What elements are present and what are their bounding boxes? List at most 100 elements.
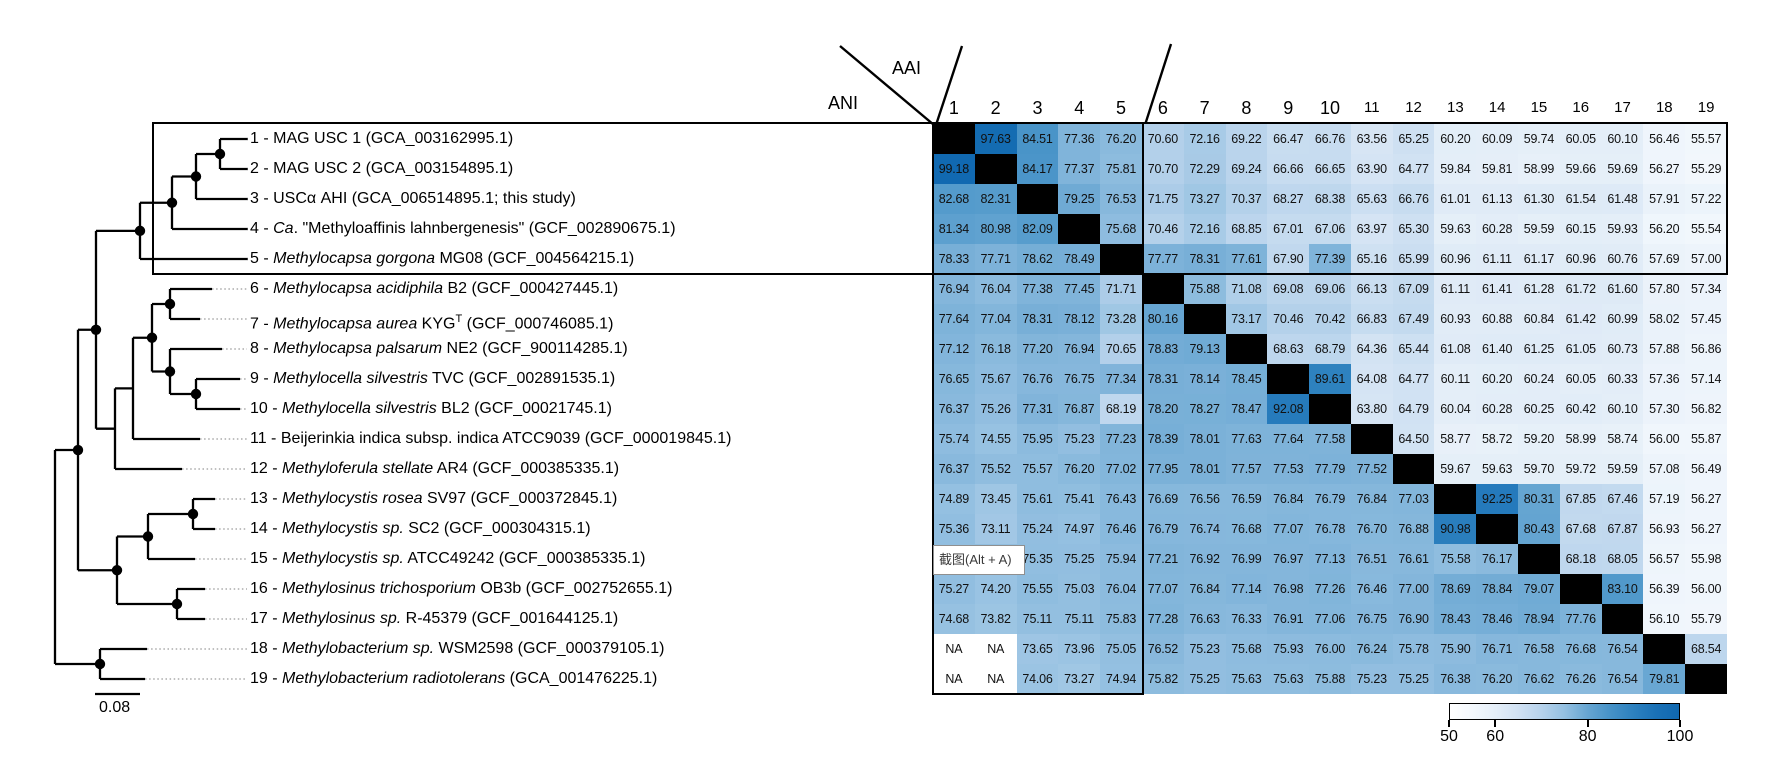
- matrix-cell: 66.13: [1350, 274, 1393, 304]
- matrix-cell: 77.00: [1392, 574, 1435, 604]
- matrix-cell: 66.66: [1267, 154, 1310, 184]
- colorbar-tick-label: 80: [1578, 728, 1597, 745]
- matrix-cell: 59.59: [1601, 454, 1644, 484]
- matrix-cell: 75.93: [1267, 634, 1310, 664]
- matrix-cell: 70.46: [1141, 214, 1184, 244]
- matrix-cell: 92.08: [1267, 394, 1310, 424]
- matrix-cell: 68.85: [1225, 214, 1268, 244]
- matrix-cell: 59.70: [1518, 454, 1560, 484]
- matrix-cell: 56.49: [1685, 454, 1727, 484]
- matrix-cell: 77.95: [1141, 454, 1184, 484]
- column-header-19: 19: [1697, 99, 1715, 116]
- matrix-cell: 61.30: [1518, 184, 1560, 214]
- matrix-cell: 66.47: [1267, 124, 1310, 154]
- matrix-cell: 60.28: [1476, 214, 1519, 244]
- tree-node-dot: [146, 332, 158, 343]
- matrix-cell: 75.57: [1016, 454, 1059, 484]
- matrix-cell: 77.53: [1267, 454, 1310, 484]
- matrix-cell: 76.58: [1518, 634, 1560, 664]
- matrix-cell: 57.36: [1643, 364, 1686, 394]
- matrix-cell: 76.69: [1141, 484, 1184, 514]
- matrix-cell: 77.77: [1141, 244, 1184, 274]
- matrix-cell: 55.54: [1685, 214, 1727, 244]
- matrix-cell: 76.17: [1476, 544, 1519, 574]
- matrix-cell: 79.81: [1643, 664, 1686, 694]
- matrix-cell: 75.03: [1058, 574, 1101, 604]
- matrix-cell: 78.49: [1058, 244, 1101, 274]
- matrix-diagonal-cell: [1559, 574, 1602, 604]
- column-header-16: 16: [1572, 99, 1590, 116]
- column-header-2: 2: [990, 98, 1001, 118]
- matrix-cell: 64.36: [1350, 334, 1393, 364]
- matrix-cell: 59.69: [1601, 154, 1644, 184]
- matrix-cell: 72.16: [1183, 214, 1226, 244]
- tree-node-dot: [90, 324, 102, 335]
- taxon-label-1: 1 - MAG USC 1 (GCA_003162995.1): [250, 130, 514, 147]
- matrix-cell: 77.45: [1058, 274, 1101, 304]
- matrix-cell: 59.63: [1476, 454, 1519, 484]
- matrix-cell: 74.89: [933, 484, 975, 514]
- matrix-cell: 76.76: [1016, 364, 1059, 394]
- matrix-cell: 59.67: [1434, 454, 1477, 484]
- matrix-cell: NA: [974, 634, 1017, 664]
- matrix-cell: 73.11: [974, 514, 1017, 544]
- matrix-cell: 69.08: [1267, 274, 1310, 304]
- matrix-cell: 80.31: [1518, 484, 1560, 514]
- matrix-cell: 61.72: [1559, 274, 1602, 304]
- tree-node-dot: [142, 531, 154, 542]
- column-header-1: 1: [948, 98, 959, 118]
- taxon-label-17: 17 - Methylosinus sp. R-45379 (GCF_00164…: [250, 610, 619, 627]
- matrix-diagonal-cell: [1183, 304, 1226, 334]
- matrix-cell: 57.88: [1643, 334, 1686, 364]
- matrix-cell: 80.43: [1518, 514, 1560, 544]
- colorbar-tick-label: 50: [1440, 728, 1458, 745]
- matrix-cell: 61.11: [1434, 274, 1477, 304]
- matrix-cell: 61.08: [1434, 334, 1477, 364]
- matrix-cell: 60.20: [1476, 364, 1519, 394]
- matrix-cell: 76.53: [1100, 184, 1142, 214]
- matrix-cell: 56.10: [1643, 604, 1686, 634]
- matrix-diagonal-cell: [1518, 544, 1560, 574]
- matrix-cell: 76.84: [1183, 574, 1226, 604]
- matrix-cell: 77.28: [1141, 604, 1184, 634]
- matrix-cell: 76.79: [1141, 514, 1184, 544]
- matrix-cell: 77.13: [1309, 544, 1351, 574]
- column-header-14: 14: [1488, 99, 1506, 116]
- matrix-cell: 69.24: [1225, 154, 1268, 184]
- matrix-cell: 63.56: [1350, 124, 1393, 154]
- matrix-cell: 75.25: [1058, 544, 1101, 574]
- matrix-cell: 61.01: [1434, 184, 1477, 214]
- matrix-cell: 77.61: [1225, 244, 1268, 274]
- matrix-cell: 78.31: [1016, 304, 1059, 334]
- taxon-label-12: 12 - Methyloferula stellate AR4 (GCF_000…: [250, 460, 620, 477]
- taxon-label-11: 11 - Beijerinkia indica subsp. indica AT…: [250, 430, 732, 447]
- matrix-cell: 76.37: [933, 454, 975, 484]
- matrix-cell: 61.25: [1518, 334, 1560, 364]
- matrix-cell: 67.06: [1309, 214, 1351, 244]
- matrix-cell: 56.57: [1643, 544, 1686, 574]
- matrix-diagonal-cell: [1350, 424, 1393, 454]
- matrix-diagonal-cell: [1476, 514, 1519, 544]
- matrix-cell: 68.05: [1601, 544, 1644, 574]
- column-header-17: 17: [1614, 99, 1631, 116]
- matrix-cell: 60.25: [1518, 394, 1560, 424]
- taxon-label-5: 5 - Methylocapsa gorgona MG08 (GCF_00456…: [250, 250, 635, 267]
- matrix-cell: 56.86: [1685, 334, 1727, 364]
- matrix-cell: 77.07: [1267, 514, 1310, 544]
- matrix-cell: 78.43: [1434, 604, 1477, 634]
- matrix-cell: 57.22: [1685, 184, 1727, 214]
- matrix-cell: 75.58: [1434, 544, 1477, 574]
- matrix-cell: 60.76: [1601, 244, 1644, 274]
- matrix-cell: 75.23: [1058, 424, 1101, 454]
- matrix-cell: 61.13: [1476, 184, 1519, 214]
- matrix-cell: 69.06: [1309, 274, 1351, 304]
- matrix-cell: 78.69: [1434, 574, 1477, 604]
- matrix-cell: 75.90: [1434, 634, 1477, 664]
- matrix-cell: 56.27: [1685, 484, 1727, 514]
- matrix-cell: 76.54: [1601, 664, 1644, 694]
- matrix-cell: 77.52: [1350, 454, 1393, 484]
- matrix-cell: 67.49: [1392, 304, 1435, 334]
- matrix-cell: 74.20: [974, 574, 1017, 604]
- matrix-cell: 60.10: [1601, 124, 1644, 154]
- matrix-cell: 75.23: [1183, 634, 1226, 664]
